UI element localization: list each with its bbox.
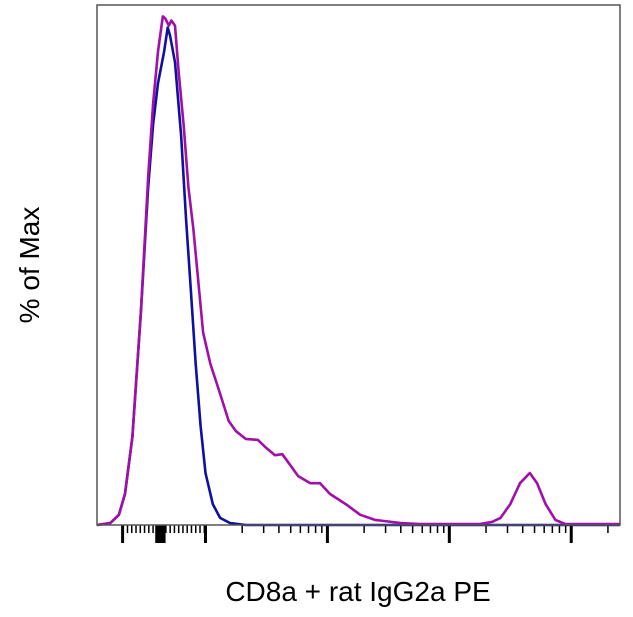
plot-frame	[96, 4, 621, 526]
series-lines	[96, 15, 620, 527]
x-axis-ticks	[121, 525, 609, 543]
y-axis-label: % of Max	[14, 206, 45, 324]
series-line-1	[96, 15, 620, 527]
x-axis-label: CD8a + rat IgG2a PE	[225, 576, 491, 607]
series-line-2	[96, 26, 620, 527]
